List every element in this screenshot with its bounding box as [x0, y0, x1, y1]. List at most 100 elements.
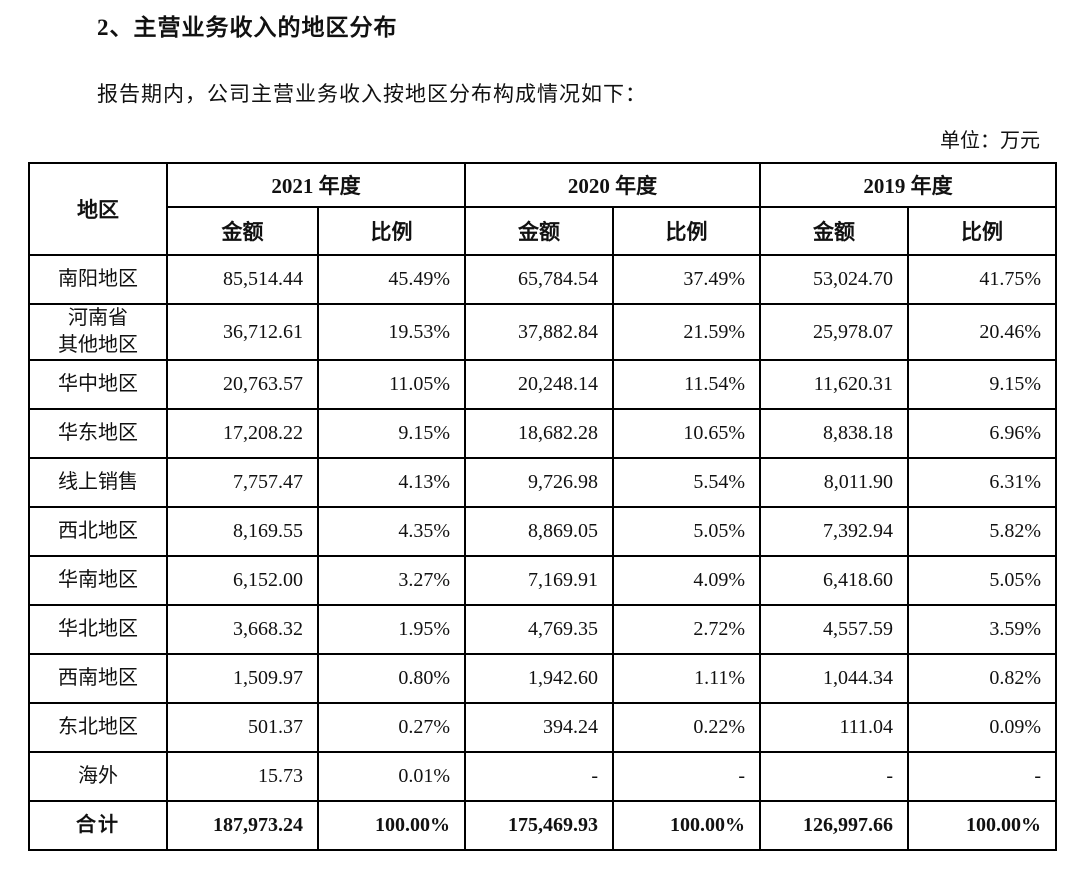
ratio-cell: 6.31% [907, 457, 1057, 508]
amount-cell: 4,557.59 [759, 604, 909, 655]
amount-cell: 394.24 [464, 702, 614, 753]
intro-paragraph: 报告期内，公司主营业务收入按地区分布构成情况如下： [97, 82, 647, 106]
region-cell: 河南省 其他地区 [28, 303, 168, 361]
amount-cell: 175,469.93 [464, 800, 614, 851]
amount-cell: 9,726.98 [464, 457, 614, 508]
ratio-header-2019: 比例 [907, 206, 1057, 256]
year-header-2019: 2019 年度 [759, 162, 1057, 208]
amount-cell: 8,169.55 [166, 506, 319, 557]
ratio-cell: 0.09% [907, 702, 1057, 753]
year-header-row: 地区 2021 年度 2020 年度 2019 年度 [28, 162, 1057, 256]
table-row: 线上销售 7,757.47 4.13% 9,726.98 5.54% 8,011.90 6.… [28, 457, 1057, 508]
table-row: 华南地区 6,152.00 3.27% 7,169.91 4.09% 6,418.60 5.… [28, 555, 1057, 606]
ratio-cell: 0.22% [612, 702, 761, 753]
table-row: 华东地区 17,208.22 9.15% 18,682.28 10.65% 8,838.1… [28, 408, 1057, 459]
ratio-header-2020: 比例 [612, 206, 761, 256]
amount-cell: 7,169.91 [464, 555, 614, 606]
amount-cell: 11,620.31 [759, 359, 909, 410]
amount-cell: 7,757.47 [166, 457, 319, 508]
ratio-cell: 5.54% [612, 457, 761, 508]
ratio-cell: 0.82% [907, 653, 1057, 704]
ratio-cell: 3.27% [317, 555, 466, 606]
region-cell: 东北地区 [28, 702, 168, 753]
amount-header-2021: 金额 [166, 206, 319, 256]
ratio-cell: 4.09% [612, 555, 761, 606]
region-cell: 西南地区 [28, 653, 168, 704]
amount-cell: 126,997.66 [759, 800, 909, 851]
amount-cell: 17,208.22 [166, 408, 319, 459]
amount-cell: - [464, 751, 614, 802]
sub-header-row: 金额 比例 金额 比例 金额 比例 [29, 206, 1057, 256]
ratio-cell: 100.00% [612, 800, 761, 851]
section-heading: 2、主营业务收入的地区分布 [97, 15, 398, 40]
ratio-cell: 11.54% [612, 359, 761, 410]
ratio-cell: 5.05% [612, 506, 761, 557]
table-row: 南阳地区 85,514.44 45.49% 65,784.54 37.49% 53,024… [28, 254, 1057, 305]
table-body: 南阳地区 85,514.44 45.49% 65,784.54 37.49% 53,024… [28, 254, 1057, 851]
amount-cell: 501.37 [166, 702, 319, 753]
ratio-cell: 9.15% [907, 359, 1057, 410]
table-row: 华中地区 20,763.57 11.05% 20,248.14 11.54% 11,620… [28, 359, 1057, 410]
amount-cell: 85,514.44 [166, 254, 319, 305]
ratio-cell: 0.01% [317, 751, 466, 802]
region-column-header: 地区 [28, 162, 168, 256]
ratio-cell: 6.96% [907, 408, 1057, 459]
amount-cell: 1,942.60 [464, 653, 614, 704]
ratio-cell: 10.65% [612, 408, 761, 459]
amount-cell: 37,882.84 [464, 303, 614, 361]
table-row: 西北地区 8,169.55 4.35% 8,869.05 5.05% 7,392.94 5.… [28, 506, 1057, 557]
amount-cell: 18,682.28 [464, 408, 614, 459]
table-row: 东北地区 501.37 0.27% 394.24 0.22% 111.04 0.09% [28, 702, 1057, 753]
ratio-cell: 5.82% [907, 506, 1057, 557]
amount-cell: 187,973.24 [166, 800, 319, 851]
regional-revenue-table: 地区 2021 年度 2020 年度 2019 年度 金额 比例 金额 比例 金… [28, 162, 1057, 851]
amount-cell: 6,418.60 [759, 555, 909, 606]
year-header-2021: 2021 年度 [166, 162, 466, 208]
table-row: 西南地区 1,509.97 0.80% 1,942.60 1.11% 1,044.34 0.… [28, 653, 1057, 704]
amount-header-2020: 金额 [464, 206, 614, 256]
region-cell: 华南地区 [28, 555, 168, 606]
ratio-cell: 2.72% [612, 604, 761, 655]
amount-cell: 20,763.57 [166, 359, 319, 410]
ratio-cell: 1.95% [317, 604, 466, 655]
amount-cell: 8,869.05 [464, 506, 614, 557]
region-cell: 西北地区 [28, 506, 168, 557]
ratio-cell: 21.59% [612, 303, 761, 361]
amount-cell: 25,978.07 [759, 303, 909, 361]
ratio-cell: 45.49% [317, 254, 466, 305]
amount-cell: 3,668.32 [166, 604, 319, 655]
region-cell: 海外 [28, 751, 168, 802]
region-cell: 华北地区 [28, 604, 168, 655]
region-cell: 南阳地区 [28, 254, 168, 305]
amount-cell: 36,712.61 [166, 303, 319, 361]
ratio-cell: 3.59% [907, 604, 1057, 655]
amount-cell: 20,248.14 [464, 359, 614, 410]
year-header-2020: 2020 年度 [464, 162, 761, 208]
ratio-cell: 37.49% [612, 254, 761, 305]
amount-cell: 7,392.94 [759, 506, 909, 557]
amount-cell: 8,838.18 [759, 408, 909, 459]
table-row: 河南省 其他地区 36,712.61 19.53% 37,882.84 21.59% 25… [28, 303, 1057, 361]
amount-cell: 111.04 [759, 702, 909, 753]
amount-cell: 1,509.97 [166, 653, 319, 704]
amount-cell: 53,024.70 [759, 254, 909, 305]
ratio-cell: 19.53% [317, 303, 466, 361]
amount-cell: - [759, 751, 909, 802]
ratio-cell: 20.46% [907, 303, 1057, 361]
amount-cell: 4,769.35 [464, 604, 614, 655]
ratio-cell: 100.00% [317, 800, 466, 851]
unit-note: 单位：万元 [940, 130, 1040, 152]
ratio-header-2021: 比例 [317, 206, 466, 256]
ratio-cell: 100.00% [907, 800, 1057, 851]
ratio-cell: 0.27% [317, 702, 466, 753]
region-cell: 合计 [28, 800, 168, 851]
amount-cell: 15.73 [166, 751, 319, 802]
ratio-cell: 11.05% [317, 359, 466, 410]
ratio-cell: 0.80% [317, 653, 466, 704]
ratio-cell: - [612, 751, 761, 802]
ratio-cell: 5.05% [907, 555, 1057, 606]
ratio-cell: - [907, 751, 1057, 802]
region-cell: 线上销售 [28, 457, 168, 508]
amount-cell: 65,784.54 [464, 254, 614, 305]
